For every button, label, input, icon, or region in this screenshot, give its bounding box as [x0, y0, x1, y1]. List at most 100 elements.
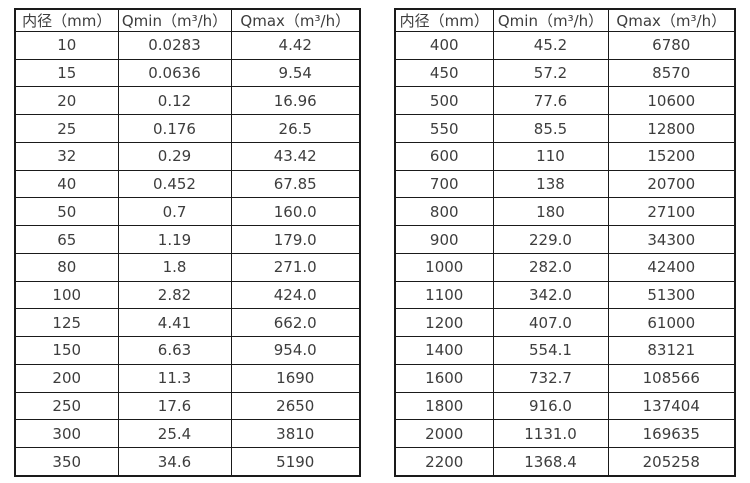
table-cell: 0.0283	[117, 31, 232, 60]
table-row: 2000 1131.0 169635	[394, 419, 736, 449]
table-cell: 6.63	[117, 336, 232, 365]
table-cell: 4.42	[230, 31, 361, 60]
table-cell: 65	[14, 225, 119, 254]
table-row: 65 1.19 179.0	[14, 225, 361, 254]
table-cell: 10	[14, 31, 119, 60]
table-cell: 916.0	[492, 391, 609, 421]
table-cell: 229.0	[492, 225, 609, 254]
table-cell: 150	[14, 336, 119, 365]
table-row: 200 11.3 1690	[14, 363, 361, 393]
table-cell: 6780	[607, 31, 736, 60]
table-cell: 205258	[607, 447, 736, 477]
table-cell: 137404	[607, 391, 736, 421]
table-row: 2200 1368.4 205258	[394, 447, 736, 477]
table-cell: 42400	[607, 252, 736, 282]
table-cell: 67.85	[230, 169, 361, 199]
column-header: Qmax（m³/h）	[230, 8, 361, 32]
table-row: 1800 916.0 137404	[394, 391, 736, 421]
table-row: 600 110 15200	[394, 141, 736, 171]
table-cell: 57.2	[492, 58, 609, 88]
table-cell: 450	[394, 58, 494, 88]
table-cell: 3810	[230, 419, 361, 449]
table-cell: 407.0	[492, 308, 609, 338]
table-cell: 700	[394, 169, 494, 199]
table-row: 1200 407.0 61000	[394, 308, 736, 338]
table-cell: 300	[14, 419, 119, 449]
table-cell: 1100	[394, 280, 494, 310]
table-row: 10 0.0283 4.42	[14, 31, 361, 60]
table-cell: 5190	[230, 447, 361, 477]
table-cell: 77.6	[492, 86, 609, 116]
table-row: 25 0.176 26.5	[14, 114, 361, 143]
table-row: 1000 282.0 42400	[394, 252, 736, 282]
table-row: 300 25.4 3810	[14, 419, 361, 449]
table-cell: 600	[394, 141, 494, 171]
table-cell: 900	[394, 225, 494, 254]
table-row: 450 57.2 8570	[394, 58, 736, 88]
table-cell: 100	[14, 280, 119, 310]
table-cell: 4.41	[117, 308, 232, 338]
table-row: 32 0.29 43.42	[14, 141, 361, 171]
table-row: 125 4.41 662.0	[14, 308, 361, 338]
table-cell: 0.452	[117, 169, 232, 199]
table-cell: 1.19	[117, 225, 232, 254]
table-cell: 954.0	[230, 336, 361, 365]
table-cell: 61000	[607, 308, 736, 338]
table-cell: 138	[492, 169, 609, 199]
column-header: 内径（mm）	[14, 8, 119, 32]
table-cell: 32	[14, 141, 119, 171]
table-cell: 1.8	[117, 252, 232, 282]
table-cell: 2650	[230, 391, 361, 421]
table-row: 50 0.7 160.0	[14, 197, 361, 227]
table-row: 80 1.8 271.0	[14, 252, 361, 282]
table-cell: 662.0	[230, 308, 361, 338]
table-cell: 0.0636	[117, 58, 232, 88]
table-cell: 180	[492, 197, 609, 227]
table-cell: 16.96	[230, 86, 361, 116]
table-cell: 110	[492, 141, 609, 171]
table-cell: 1000	[394, 252, 494, 282]
table-row: 400 45.2 6780	[394, 31, 736, 60]
header-row: 内径（mm） Qmin（m³/h） Qmax（m³/h）	[14, 8, 361, 32]
table-row: 1100 342.0 51300	[394, 280, 736, 310]
table-cell: 17.6	[117, 391, 232, 421]
table-cell: 550	[394, 114, 494, 143]
column-header: Qmax（m³/h）	[607, 8, 736, 32]
table-row: 15 0.0636 9.54	[14, 58, 361, 88]
table-row: 1600 732.7 108566	[394, 363, 736, 393]
table-row: 350 34.6 5190	[14, 447, 361, 477]
table-cell: 15200	[607, 141, 736, 171]
table-cell: 200	[14, 363, 119, 393]
table-cell: 1200	[394, 308, 494, 338]
header-row: 内径（mm） Qmin（m³/h） Qmax（m³/h）	[394, 8, 736, 32]
table-cell: 20700	[607, 169, 736, 199]
table-cell: 424.0	[230, 280, 361, 310]
table-row: 550 85.5 12800	[394, 114, 736, 143]
table-cell: 26.5	[230, 114, 361, 143]
column-header: Qmin（m³/h）	[492, 8, 609, 32]
table-cell: 169635	[607, 419, 736, 449]
table-cell: 1600	[394, 363, 494, 393]
table-cell: 50	[14, 197, 119, 227]
table-cell: 271.0	[230, 252, 361, 282]
table-cell: 282.0	[492, 252, 609, 282]
table-row: 800 180 27100	[394, 197, 736, 227]
table-cell: 25	[14, 114, 119, 143]
table-cell: 554.1	[492, 336, 609, 365]
table-row: 500 77.6 10600	[394, 86, 736, 116]
table-row: 700 138 20700	[394, 169, 736, 199]
table-row: 1400 554.1 83121	[394, 336, 736, 365]
table-cell: 800	[394, 197, 494, 227]
table-cell: 0.176	[117, 114, 232, 143]
table-cell: 51300	[607, 280, 736, 310]
column-header: Qmin（m³/h）	[117, 8, 232, 32]
table-cell: 350	[14, 447, 119, 477]
flow-spec-table-small-diameters: 内径（mm） Qmin（m³/h） Qmax（m³/h） 10 0.0283 4.42 1…	[14, 8, 361, 477]
table-cell: 250	[14, 391, 119, 421]
table-row: 20 0.12 16.96	[14, 86, 361, 116]
table-cell: 2200	[394, 447, 494, 477]
table-cell: 27100	[607, 197, 736, 227]
table-cell: 1400	[394, 336, 494, 365]
table-cell: 8570	[607, 58, 736, 88]
